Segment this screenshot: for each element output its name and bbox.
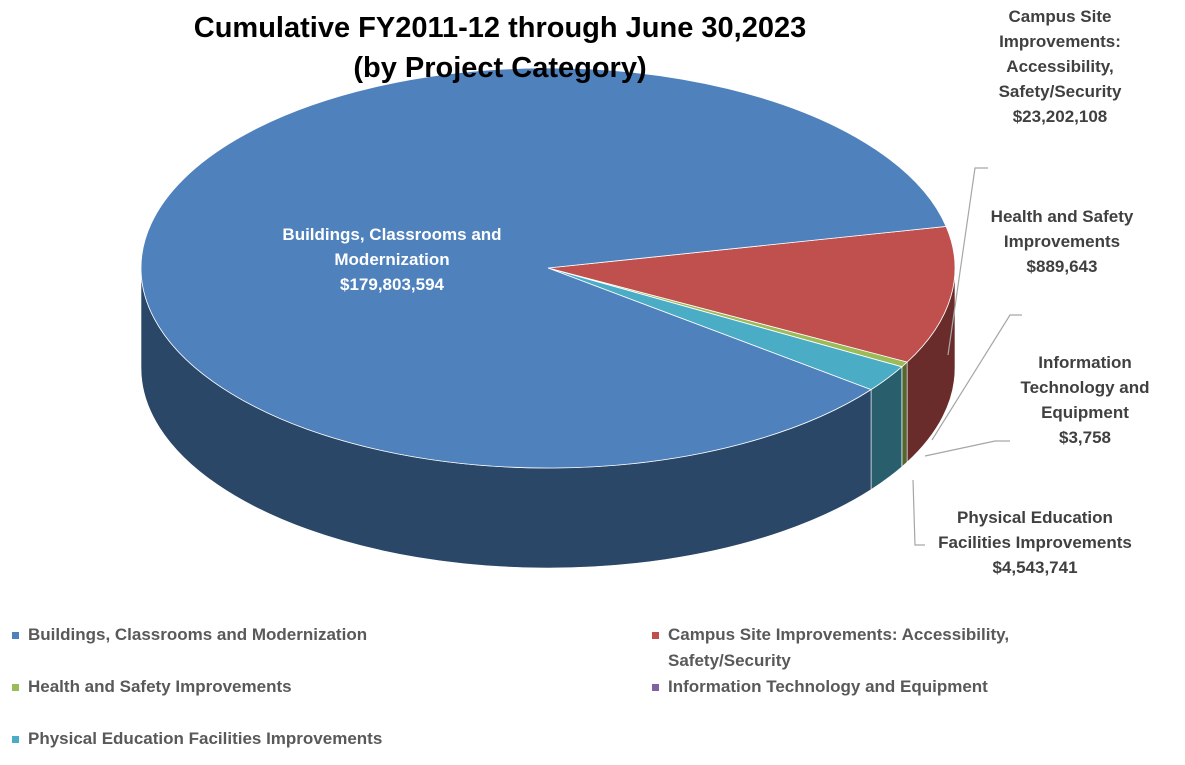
label-value: $3,758 [1059,428,1111,447]
legend-swatch [652,684,659,691]
data-label: Information Technology and Equipment $3,7… [1005,350,1165,450]
label-name: Information Technology and Equipment [1020,353,1150,422]
legend-label: Health and Safety Improvements [28,677,292,696]
legend-swatch [12,632,19,639]
legend-swatch [12,736,19,743]
label-name: Campus Site Improvements: Accessibility,… [998,7,1122,101]
legend-swatch [12,684,19,691]
legend-swatch [652,632,659,639]
slice [140,67,947,469]
legend-item: Physical Education Facilities Improvemen… [10,726,488,752]
leader-line [924,440,1010,457]
chart-title: (by Project Category) [353,52,647,84]
leader-line [947,167,988,356]
slice [547,225,956,363]
legend-label: Physical Education Facilities Improvemen… [28,729,383,748]
label-name: Buildings, Classrooms and Modernization [282,225,502,269]
label-value: $889,643 [1026,257,1098,276]
data-label: Health and Safety Improvements $889,643 [972,204,1152,279]
legend-item: Buildings, Classrooms and Modernization [10,622,448,648]
data-label: Campus Site Improvements: Accessibility,… [975,4,1145,129]
leader-line [912,479,925,546]
label-value: $4,543,741 [992,558,1078,577]
legend-item: Health and Safety Improvements [10,674,448,700]
label-name: Physical Education Facilities Improvemen… [938,508,1132,552]
legend-label: Buildings, Classrooms and Modernization [28,625,368,644]
chart-title: Cumulative FY2011-12 through June 30,202… [193,12,807,44]
data-label: Physical Education Facilities Improvemen… [925,505,1145,580]
label-value: $179,803,594 [340,275,444,294]
label-value: $23,202,108 [1012,107,1108,126]
legend-item: Information Technology and Equipment [650,674,1128,700]
label-name: Health and Safety Improvements [990,207,1134,251]
data-label: Buildings, Classrooms and Modernization $… [242,222,542,297]
leader-line [931,314,1022,441]
legend-label: Campus Site Improvements: Accessibility,… [668,625,1010,670]
slice-side [901,361,908,468]
legend-label: Information Technology and Equipment [668,677,988,696]
legend-item: Campus Site Improvements: Accessibility,… [650,622,1128,674]
